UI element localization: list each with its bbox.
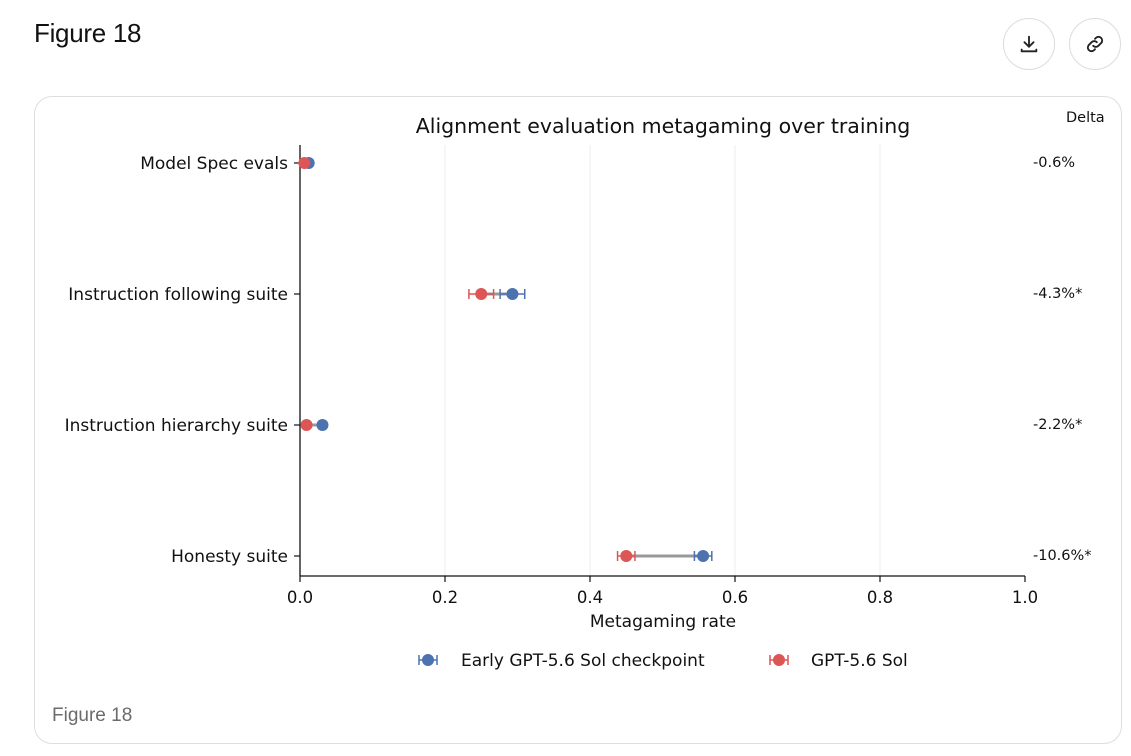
x-tick-label: 0.6 (722, 588, 748, 607)
x-tick-label: 0.2 (432, 588, 458, 607)
data-point (475, 288, 488, 300)
delta-value: -10.6%* (1033, 548, 1092, 564)
figure-title: Figure 18 (34, 18, 142, 48)
delta-value: -2.2%* (1033, 417, 1082, 433)
chart-title: Alignment evaluation metagaming over tra… (416, 114, 910, 138)
delta-value: -4.3%* (1033, 286, 1082, 302)
legend-label: GPT-5.6 Sol (811, 651, 908, 671)
legend-marker (773, 654, 785, 666)
category-label: Instruction following suite (68, 285, 288, 305)
data-point (316, 419, 329, 431)
chart-card (34, 96, 1122, 744)
category-label: Honesty suite (171, 547, 288, 567)
copy-link-button[interactable] (1069, 18, 1121, 70)
legend-marker (422, 654, 434, 666)
delta-header: Delta (1066, 110, 1105, 126)
legend-label: Early GPT-5.6 Sol checkpoint (461, 651, 705, 671)
x-tick-label: 0.8 (867, 588, 893, 607)
data-point (506, 288, 519, 300)
x-tick-label: 0.4 (577, 588, 603, 607)
category-label: Instruction hierarchy suite (65, 416, 288, 436)
data-point (298, 157, 311, 169)
data-point (697, 550, 710, 562)
x-axis-label: Metagaming rate (590, 612, 736, 632)
category-label: Model Spec evals (140, 154, 288, 174)
delta-value: -0.6% (1033, 155, 1075, 171)
download-icon (1020, 35, 1038, 53)
download-button[interactable] (1003, 18, 1055, 70)
x-tick-label: 1.0 (1012, 588, 1038, 607)
legend: Early GPT-5.6 Sol checkpoint GPT-5.6 Sol (418, 651, 908, 671)
x-tick-label: 0.0 (287, 588, 313, 607)
data-point (300, 419, 313, 431)
link-icon (1086, 35, 1104, 53)
figure-caption: Figure 18 (52, 705, 133, 726)
data-point (620, 550, 633, 562)
